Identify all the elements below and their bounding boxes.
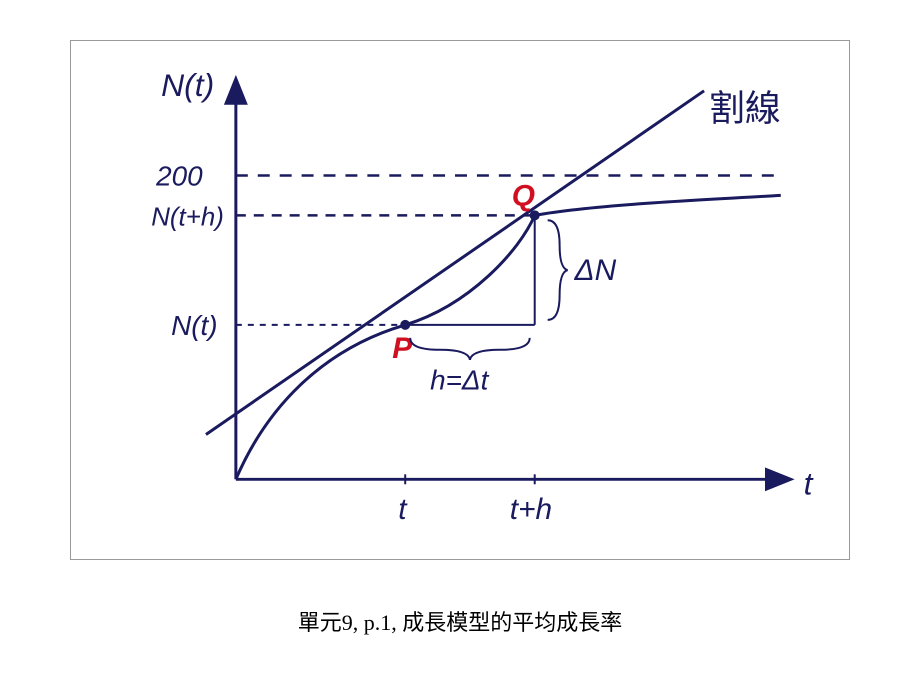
secant-label: 割線 [709, 89, 781, 129]
diagram-frame: N(t) t 200 N(t+h) N(t) 割線 t t+h P Q ΔN [70, 40, 850, 560]
growth-diagram: N(t) t 200 N(t+h) N(t) 割線 t t+h P Q ΔN [71, 41, 849, 559]
tick-nth: N(t+h) [151, 203, 224, 231]
y-axis-label: N(t) [161, 67, 214, 103]
point-q-label: Q [512, 179, 535, 212]
delta-n-label: ΔN [574, 254, 617, 287]
h-label: h=Δt [430, 365, 489, 396]
xtick-t-label: t [398, 493, 408, 526]
tick-200: 200 [155, 160, 203, 191]
tick-nt: N(t) [171, 310, 217, 341]
xtick-th-label: t+h [510, 493, 552, 526]
point-p-label: P [392, 332, 412, 365]
point-p-dot [400, 320, 410, 330]
caption: 單元9, p.1, 成長模型的平均成長率 [0, 605, 920, 637]
brace-deltaN [548, 220, 568, 320]
growth-curve [236, 195, 781, 479]
x-axis-label: t [804, 465, 814, 501]
brace-h [410, 338, 530, 360]
